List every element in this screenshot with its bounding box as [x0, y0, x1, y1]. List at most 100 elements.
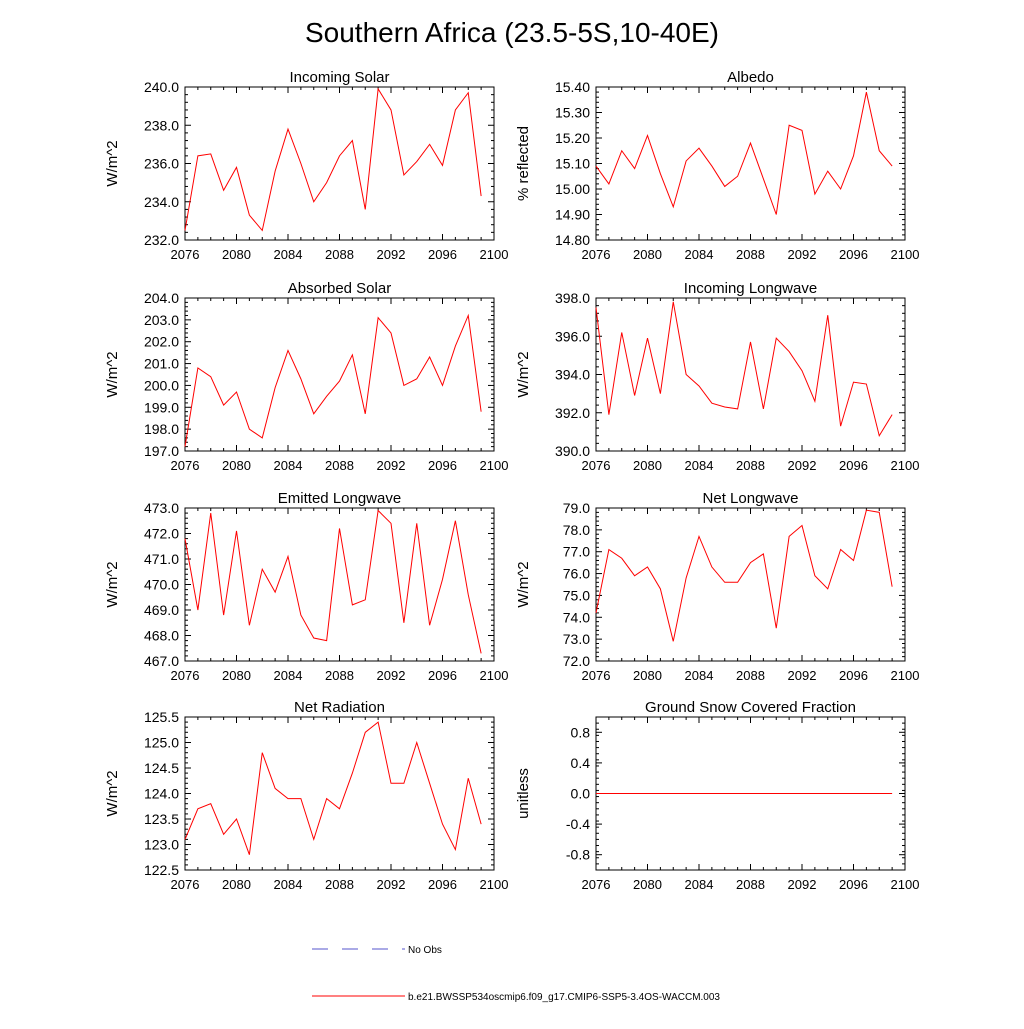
panel-absorbed-solar-title: Absorbed Solar: [288, 280, 391, 297]
panel-absorbed-solar-xtick-label: 2084: [274, 458, 303, 473]
panel-net-radiation-frame: [184, 716, 495, 871]
panel-incoming-solar-ytick-label: 232.0: [144, 232, 179, 248]
panel-incoming-longwave-xtick-label: 2092: [788, 458, 817, 473]
panel-ground-snow-covered-fraction-ylabel: unitless: [515, 768, 532, 819]
panel-absorbed-solar-ytick-label: 201.0: [144, 356, 179, 372]
panel-ground-snow-covered-fraction-xtick-label: 2096: [839, 877, 868, 892]
panel-ground-snow-covered-fraction-xtick-label: 2076: [582, 877, 611, 892]
panel-emitted-longwave-ytick-label: 469.0: [144, 602, 179, 618]
panel-albedo-ytick-label: 15.40: [555, 79, 590, 95]
panel-incoming-solar-xtick-label: 2076: [171, 247, 200, 262]
legend: No Obs b.e21.BWSSP534oscmip6.f09_g17.CMI…: [312, 945, 720, 1003]
panel-incoming-longwave-xtick-label: 2084: [685, 458, 714, 473]
panel-incoming-solar-series-line: [184, 87, 482, 232]
panel-net-longwave-ytick-label: 78.0: [563, 522, 590, 538]
panel-albedo-ytick-label: 14.90: [555, 207, 590, 223]
panel-net-radiation-title: Net Radiation: [294, 699, 385, 716]
panel-incoming-longwave-ytick-label: 392.0: [555, 405, 590, 421]
panel-albedo-xtick-label: 2096: [839, 247, 868, 262]
panel-absorbed-solar-xtick-label: 2088: [325, 458, 354, 473]
panel-absorbed-solar: Absorbed Solar W/m^2 2076 2080 2084 2088 2092 2…: [104, 280, 508, 473]
panel-absorbed-solar-ytick-label: 202.0: [144, 334, 179, 350]
panel-ground-snow-covered-fraction-ytick-label: 0.4: [571, 755, 591, 771]
panel-incoming-longwave-xtick-label: 2080: [633, 458, 662, 473]
panel-ground-snow-covered-fraction-ytick-label: -0.8: [566, 847, 590, 863]
panel-net-longwave-ytick-label: 73.0: [563, 631, 590, 647]
panel-emitted-longwave-series-line: [184, 509, 482, 654]
panel-net-longwave-ylabel: W/m^2: [515, 561, 532, 607]
panel-incoming-longwave-title: Incoming Longwave: [684, 280, 817, 297]
panel-emitted-longwave-xtick-label: 2076: [171, 668, 200, 683]
panel-albedo-title: Albedo: [727, 69, 774, 86]
panel-incoming-solar-xtick-label: 2080: [222, 247, 251, 262]
panel-net-longwave-xtick-label: 2080: [633, 668, 662, 683]
panel-incoming-longwave-xtick-label: 2096: [839, 458, 868, 473]
panel-incoming-solar-xtick-label: 2084: [274, 247, 303, 262]
panel-net-radiation-ytick-label: 122.5: [144, 862, 179, 878]
panel-albedo-xtick-label: 2100: [891, 247, 920, 262]
panel-ground-snow-covered-fraction-xtick-label: 2100: [891, 877, 920, 892]
panel-ground-snow-covered-fraction-xtick-label: 2084: [685, 877, 714, 892]
panel-absorbed-solar-frame: [184, 297, 495, 452]
panel-net-radiation-ytick-label: 124.0: [144, 786, 179, 802]
panel-ground-snow-covered-fraction: Ground Snow Covered Fraction unitless 2076…: [515, 699, 919, 892]
panel-emitted-longwave-xtick-label: 2088: [325, 668, 354, 683]
panel-incoming-solar-ylabel: W/m^2: [104, 140, 121, 186]
panel-net-longwave-ytick-label: 79.0: [563, 500, 590, 516]
panel-ground-snow-covered-fraction-xtick-label: 2088: [736, 877, 765, 892]
panel-emitted-longwave-xtick-label: 2080: [222, 668, 251, 683]
panel-net-radiation-ylabel: W/m^2: [104, 770, 121, 816]
panel-net-radiation-xtick-label: 2076: [171, 877, 200, 892]
panel-incoming-longwave-ylabel: W/m^2: [515, 351, 532, 397]
panel-albedo-frame: [595, 86, 906, 241]
panel-albedo-ytick-label: 15.20: [555, 130, 590, 146]
panel-ground-snow-covered-fraction-xtick-label: 2092: [788, 877, 817, 892]
panel-emitted-longwave-ytick-label: 467.0: [144, 653, 179, 669]
panel-net-longwave-xtick-label: 2084: [685, 668, 714, 683]
panel-net-radiation-xtick-label: 2100: [480, 877, 509, 892]
panel-net-radiation-ytick-label: 123.5: [144, 811, 179, 827]
panel-incoming-solar-ytick-label: 238.0: [144, 117, 179, 133]
panel-net-longwave-xtick-label: 2076: [582, 668, 611, 683]
panel-net-longwave-ytick-label: 72.0: [563, 653, 590, 669]
panel-albedo-ytick-label: 14.80: [555, 232, 590, 248]
panel-incoming-solar-ytick-label: 240.0: [144, 79, 179, 95]
panel-net-radiation-xtick-label: 2088: [325, 877, 354, 892]
panel-absorbed-solar-xtick-label: 2100: [480, 458, 509, 473]
panel-emitted-longwave-xtick-label: 2092: [377, 668, 406, 683]
panel-ground-snow-covered-fraction-xtick-label: 2080: [633, 877, 662, 892]
panel-incoming-solar-ytick-label: 236.0: [144, 156, 179, 172]
panel-net-radiation-ytick-label: 123.0: [144, 837, 179, 853]
panel-emitted-longwave-ytick-label: 470.0: [144, 577, 179, 593]
panel-net-radiation-xtick-label: 2084: [274, 877, 303, 892]
panel-net-radiation-ytick-label: 125.5: [144, 709, 179, 725]
panel-emitted-longwave-xtick-label: 2100: [480, 668, 509, 683]
panel-emitted-longwave-ylabel: W/m^2: [104, 561, 121, 607]
panel-absorbed-solar-ylabel: W/m^2: [104, 351, 121, 397]
panel-net-longwave-ytick-label: 76.0: [563, 566, 590, 582]
panel-net-longwave: Net Longwave W/m^2 2076 2080 2084 2088 2092 209…: [515, 490, 919, 683]
panel-net-radiation-series-line: [184, 721, 482, 855]
panel-absorbed-solar-xtick-label: 2076: [171, 458, 200, 473]
panel-incoming-longwave-ytick-label: 394.0: [555, 367, 590, 383]
figure-title: Southern Africa (23.5-5S,10-40E): [305, 17, 719, 48]
panel-incoming-solar-xtick-label: 2092: [377, 247, 406, 262]
panel-net-radiation-ytick-label: 124.5: [144, 760, 179, 776]
panel-net-radiation-xtick-label: 2080: [222, 877, 251, 892]
panel-net-longwave-xtick-label: 2096: [839, 668, 868, 683]
panel-albedo-xtick-label: 2080: [633, 247, 662, 262]
panel-absorbed-solar-series-line: [184, 313, 482, 447]
panel-incoming-longwave-frame: [595, 297, 906, 452]
panel-incoming-longwave-ytick-label: 390.0: [555, 443, 590, 459]
panel-net-longwave-ytick-label: 77.0: [563, 544, 590, 560]
panel-net-longwave-ytick-label: 74.0: [563, 609, 590, 625]
panel-absorbed-solar-ytick-label: 197.0: [144, 443, 179, 459]
panel-emitted-longwave-xtick-label: 2084: [274, 668, 303, 683]
panel-albedo-xtick-label: 2092: [788, 247, 817, 262]
panel-incoming-longwave-xtick-label: 2100: [891, 458, 920, 473]
panel-emitted-longwave-ytick-label: 468.0: [144, 628, 179, 644]
panel-net-longwave-title: Net Longwave: [703, 490, 799, 507]
panel-net-radiation-xtick-label: 2092: [377, 877, 406, 892]
panel-albedo-ytick-label: 15.30: [555, 105, 590, 121]
